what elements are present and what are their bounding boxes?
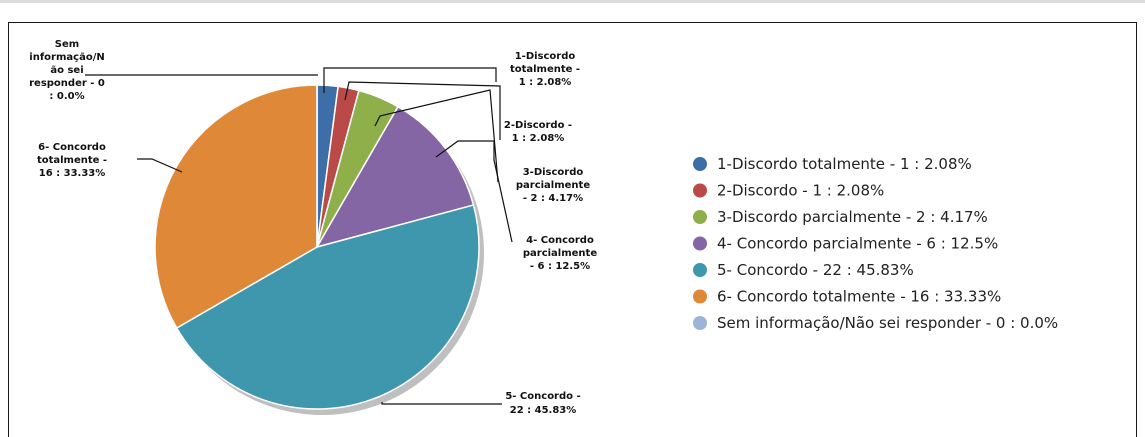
callout-line-5 bbox=[381, 402, 502, 405]
pie-slice-5 bbox=[175, 204, 480, 410]
legend-marker-2 bbox=[693, 183, 707, 198]
callout-line-6 bbox=[137, 158, 183, 173]
slice-label-line: 3-Discordo bbox=[523, 167, 584, 178]
slice-label-line: 22 : 45.83% bbox=[510, 405, 577, 416]
slice-label-line: 5- Concordo - bbox=[505, 391, 580, 402]
callout-line-3 bbox=[374, 89, 499, 183]
callout-line-2 bbox=[344, 81, 501, 140]
legend-label-3: 3-Discordo parcialmente - 2 : 4.17% bbox=[717, 208, 988, 226]
slice-label-6: 6- Concordo totalmente - 16 : 33.33% bbox=[37, 142, 107, 179]
legend-label-4: 4- Concordo parcialmente - 6 : 12.5% bbox=[717, 235, 998, 253]
slice-label-line: parcialmente bbox=[523, 248, 597, 259]
legend-marker-3 bbox=[693, 210, 707, 224]
legend-label-7: Sem informação/Não sei responder - 0 : 0… bbox=[717, 314, 1058, 332]
slice-label-2: 2-Discordo - 1 : 2.08% bbox=[504, 120, 572, 144]
legend-marker-1 bbox=[693, 157, 707, 171]
legend-marker-5 bbox=[693, 263, 707, 277]
legend-marker-4 bbox=[693, 236, 707, 251]
pie-slice-6 bbox=[154, 84, 318, 330]
slice-label-line: : 0.0% bbox=[49, 91, 84, 102]
legend-label-5: 5- Concordo - 22 : 45.83% bbox=[717, 261, 914, 279]
slice-label-4: 4- Concordo parcialmente - 6 : 12.5% bbox=[523, 235, 597, 272]
slice-label-line: 6- Concordo bbox=[38, 142, 106, 153]
slice-label-line: 2-Discordo - bbox=[504, 120, 572, 131]
slice-label-line: totalmente - bbox=[37, 155, 107, 166]
legend-label-2: 2-Discordo - 1 : 2.08% bbox=[717, 182, 884, 200]
slice-label-1: 1-Discordo totalmente - 1 : 2.08% bbox=[510, 51, 580, 88]
legend-marker-7 bbox=[693, 316, 707, 330]
legend-label-6: 6- Concordo totalmente - 16 : 33.33% bbox=[717, 288, 1001, 306]
slice-label-line: totalmente - bbox=[510, 64, 580, 75]
slice-label-line: - 6 : 12.5% bbox=[530, 261, 590, 272]
legend-marker-6 bbox=[693, 289, 707, 304]
callout-line-1 bbox=[323, 67, 497, 93]
slice-label-line: Sem bbox=[55, 39, 79, 50]
legend-label-1: 1-Discordo totalmente - 1 : 2.08% bbox=[717, 155, 972, 173]
slice-label-line: 16 : 33.33% bbox=[39, 168, 106, 179]
slice-label-line: parcialmente bbox=[516, 180, 590, 191]
slice-label-line: 1 : 2.08% bbox=[519, 77, 572, 88]
slice-label-line: 4- Concordo bbox=[526, 235, 594, 246]
slice-label-line: informação/N bbox=[29, 52, 104, 63]
slice-label-line: ão sei bbox=[50, 65, 83, 76]
slice-label-line: - 2 : 4.17% bbox=[523, 193, 583, 204]
callout-line-4 bbox=[435, 140, 513, 243]
slice-label-3: 3-Discordo parcialmente - 2 : 4.17% bbox=[516, 167, 590, 204]
top-divider bbox=[0, 0, 1145, 3]
slice-label-line: 1 : 2.08% bbox=[512, 133, 565, 144]
slice-label-5: 5- Concordo - 22 : 45.83% bbox=[505, 391, 580, 416]
slice-label-line: responder - 0 bbox=[29, 78, 105, 89]
slice-label-7: Sem informação/N ão sei responder - 0 : 0.0% bbox=[29, 39, 105, 102]
slice-label-line: 1-Discordo bbox=[515, 51, 576, 62]
